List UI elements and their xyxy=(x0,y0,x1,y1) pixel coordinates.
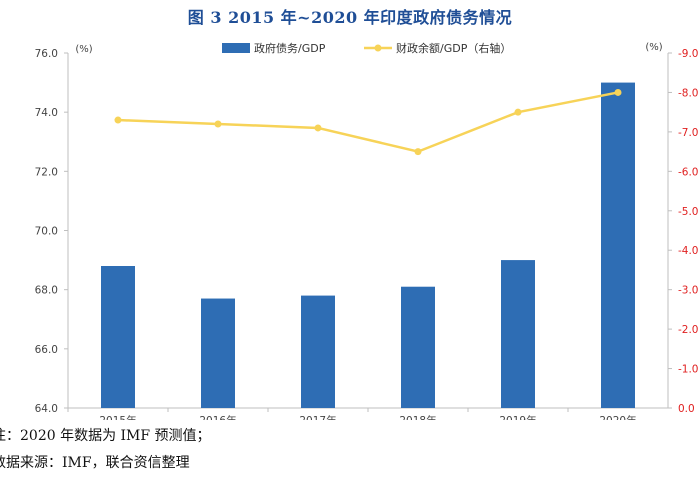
x-tick-label: 2016年 xyxy=(199,414,236,420)
right-tick-label: -9.0 xyxy=(678,48,699,60)
balance-line xyxy=(114,88,622,156)
right-tick-label: -1.0 xyxy=(678,364,699,376)
right-tick-label: -3.0 xyxy=(678,285,699,297)
right-tick-label: -5.0 xyxy=(678,206,699,218)
left-tick-label: 70.0 xyxy=(35,226,58,238)
balance-point xyxy=(214,120,222,128)
balance-point xyxy=(314,124,322,132)
left-tick-label: 72.0 xyxy=(35,166,58,178)
left-tick-label: 76.0 xyxy=(35,48,58,60)
legend-bar-label: 政府债务/GDP xyxy=(254,41,326,55)
source-note: 数据来源：IMF，联合资信整理 xyxy=(0,455,190,471)
debt-bar xyxy=(501,260,535,408)
legend-line-marker xyxy=(374,44,382,52)
right-tick-label: -7.0 xyxy=(678,127,699,139)
legend-line-label: 财政余额/GDP（右轴） xyxy=(396,41,511,55)
balance-point xyxy=(514,108,522,116)
legend: 政府债务/GDP 财政余额/GDP（右轴） xyxy=(222,41,511,55)
left-axis-unit: (%) xyxy=(75,44,92,55)
balance-point xyxy=(114,116,122,124)
footnote: 注：2020 年数据为 IMF 预测值； xyxy=(0,428,211,444)
x-tick-label: 2017年 xyxy=(299,414,336,420)
left-tick-label: 66.0 xyxy=(35,344,58,356)
debt-bar xyxy=(401,286,435,408)
combo-chart: 64.0 66.0 68.0 70.0 72.0 74.0 76.0 (%) 0.0 -1.0 -2… xyxy=(35,41,699,420)
right-tick-label: -4.0 xyxy=(678,245,699,257)
right-tick-label: -2.0 xyxy=(678,324,699,336)
balance-point xyxy=(614,88,622,96)
right-tick-label: -6.0 xyxy=(678,166,699,178)
right-axis-unit: (%) xyxy=(645,42,662,53)
debt-bar xyxy=(601,82,635,408)
left-tick-label: 64.0 xyxy=(35,403,58,415)
right-tick-label: -8.0 xyxy=(678,87,699,99)
balance-line-path xyxy=(117,91,619,153)
debt-bar xyxy=(201,298,235,408)
debt-bar xyxy=(301,295,335,408)
left-tick-label: 74.0 xyxy=(35,107,58,119)
debt-bars xyxy=(101,82,635,408)
x-tick-label: 2019年 xyxy=(499,414,536,420)
left-tick-label: 68.0 xyxy=(35,285,58,297)
x-tick-label: 2018年 xyxy=(399,414,436,420)
legend-bar-swatch xyxy=(222,43,250,53)
balance-point xyxy=(414,148,422,156)
axes: 64.0 66.0 68.0 70.0 72.0 74.0 76.0 (%) 0.0 -1.0 -2… xyxy=(35,42,699,415)
debt-bar xyxy=(101,266,135,408)
chart-title: 图 3 2015 年~2020 年印度政府债务情况 xyxy=(187,8,513,27)
right-tick-label: 0.0 xyxy=(678,403,695,415)
